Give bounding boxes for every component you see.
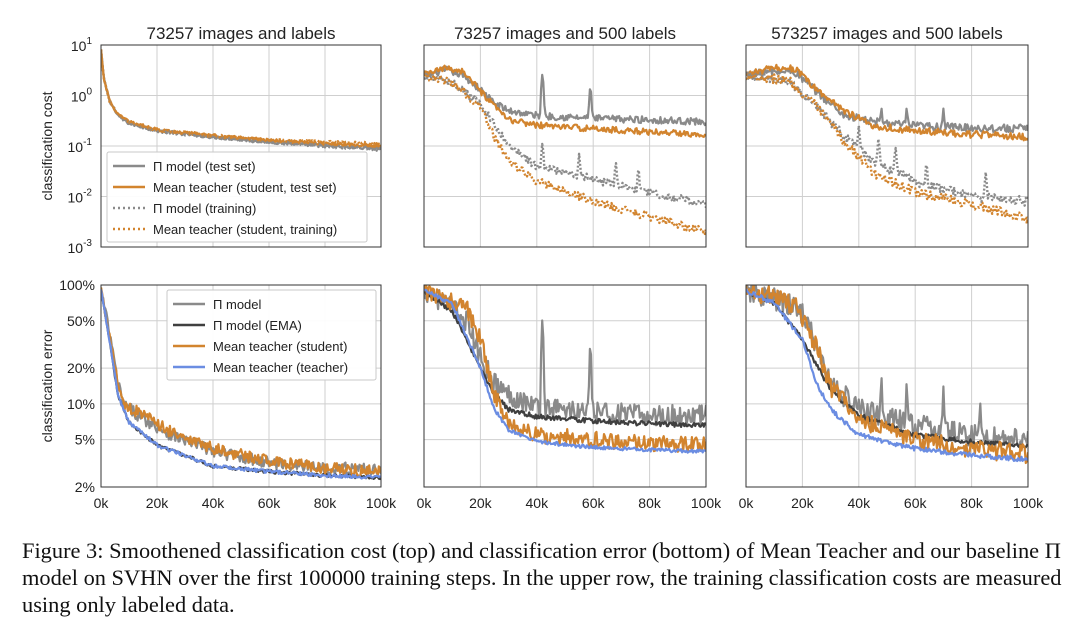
series-group <box>101 287 381 481</box>
x-tick-label: 100k <box>691 495 722 511</box>
series-line <box>101 49 381 149</box>
y-tick-label: 10-3 <box>68 238 93 256</box>
y-tick-label: 100% <box>59 277 95 293</box>
x-tick-label: 80k <box>638 495 662 511</box>
series-line <box>746 72 1028 225</box>
x-tick-label: 80k <box>314 495 338 511</box>
series-line <box>424 72 706 209</box>
legend-label: Π model <box>213 297 262 312</box>
series-line <box>424 288 706 454</box>
y-tick-label: 10% <box>67 396 95 412</box>
chart-panel-cost-1: 73257 images and labels classification co… <box>39 24 382 256</box>
chart-panel-error-3: 0k 20k 40k 60k 80k 100k <box>739 284 1044 511</box>
plot-frame <box>745 284 1029 488</box>
x-tick-label: 60k <box>258 495 282 511</box>
chart-panel-cost-3: 573257 images and 500 labels <box>745 24 1029 248</box>
x-tick-label: 80k <box>960 495 984 511</box>
y-tick-label: 2% <box>75 479 95 495</box>
x-tick-label: 60k <box>904 495 928 511</box>
legend-label: Π model (EMA) <box>213 318 302 333</box>
figure: 73257 images and labels classification co… <box>39 24 1044 511</box>
figure-caption: Figure 3: Smoothened classification cost… <box>22 538 1062 617</box>
series-line <box>424 285 706 453</box>
series-group <box>101 49 381 152</box>
legend-label: Mean teacher (student) <box>213 339 347 354</box>
chart-title: 573257 images and 500 labels <box>771 24 1003 43</box>
chart-title: 73257 images and labels <box>146 24 335 43</box>
chart-panel-cost-2: 73257 images and 500 labels <box>423 24 707 248</box>
x-tick-label: 20k <box>791 495 815 511</box>
legend-label: Mean teacher (student, training) <box>153 222 337 237</box>
y-tick-label: 101 <box>71 36 93 54</box>
series-line <box>101 49 381 147</box>
x-tick-label: 0k <box>417 495 433 511</box>
series-line <box>101 49 381 151</box>
chart-panel-error-1: classification error 2% 5% 10% 20% 50% 100% 0k 2… <box>39 277 397 511</box>
x-tick-label: 40k <box>526 495 550 511</box>
y-axis-label: classification error <box>39 329 55 442</box>
y-tick-label: 50% <box>67 313 95 329</box>
series-line <box>424 285 706 427</box>
series-group <box>424 64 706 236</box>
legend-box <box>106 151 368 243</box>
x-tick-label: 60k <box>582 495 606 511</box>
plot-frame <box>100 44 382 248</box>
series-line <box>746 63 1028 142</box>
x-tick-label: 20k <box>469 495 493 511</box>
series-line <box>746 285 1028 465</box>
legend-box <box>166 289 377 381</box>
plot-frame <box>100 284 382 488</box>
series-line <box>101 287 381 477</box>
series-group <box>424 285 706 454</box>
series-group <box>746 285 1028 465</box>
series-line <box>101 287 381 477</box>
legend-label: Mean teacher (student, test set) <box>153 180 337 195</box>
series-line <box>424 64 706 138</box>
y-tick-label: 10-1 <box>68 137 93 155</box>
series-line <box>746 288 1028 463</box>
series-line <box>424 288 706 428</box>
x-tick-label: 0k <box>94 495 110 511</box>
x-tick-label: 100k <box>1013 495 1044 511</box>
x-tick-label: 40k <box>848 495 872 511</box>
chart-title: 73257 images and 500 labels <box>454 24 676 43</box>
y-tick-label: 10-2 <box>68 188 93 206</box>
x-tick-label: 20k <box>146 495 170 511</box>
x-tick-label: 40k <box>202 495 226 511</box>
legend-label: Π model (training) <box>153 201 256 216</box>
series-line <box>101 289 381 480</box>
x-tick-label: 100k <box>366 495 397 511</box>
chart-panel-error-2: 0k 20k 40k 60k 80k 100k <box>417 284 722 511</box>
series-group <box>746 63 1028 225</box>
series-line <box>746 66 1028 134</box>
series-line <box>746 70 1028 207</box>
series-line <box>101 49 381 152</box>
plot-frame <box>423 44 707 248</box>
y-tick-label: 5% <box>75 432 95 448</box>
x-tick-label: 0k <box>739 495 755 511</box>
series-line <box>424 73 706 236</box>
plot-frame <box>745 44 1029 248</box>
plot-frame <box>423 284 707 488</box>
legend-label: Mean teacher (teacher) <box>213 360 348 375</box>
y-axis-label: classification cost <box>39 91 55 200</box>
legend-label: Π model (test set) <box>153 159 256 174</box>
y-tick-label: 100 <box>71 87 93 105</box>
y-tick-label: 20% <box>67 360 95 376</box>
